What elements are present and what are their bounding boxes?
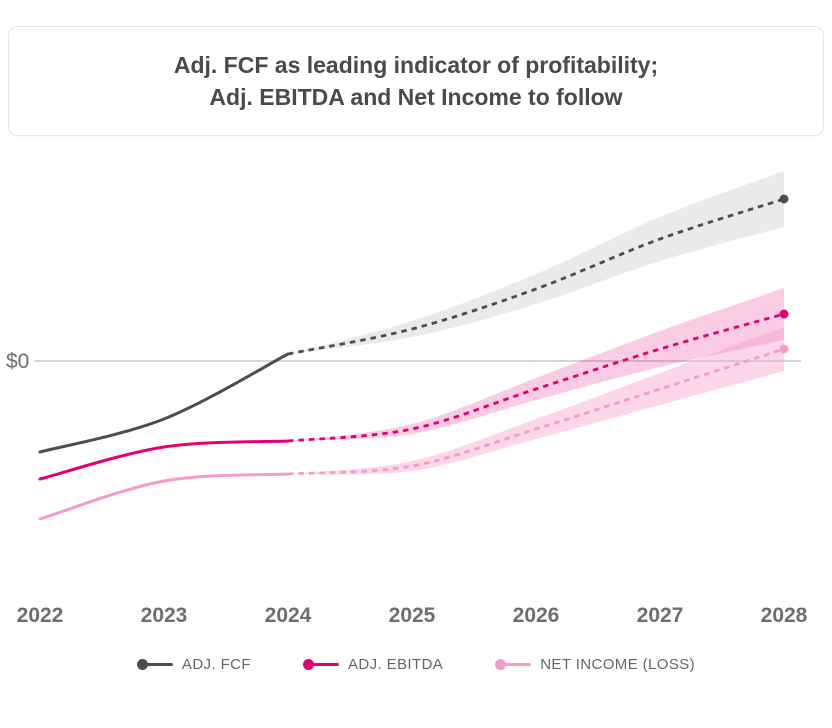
title-line-1: Adj. FCF as leading indicator of profita… (173, 52, 659, 78)
svg-text:2026: 2026 (513, 604, 560, 627)
legend-item-adj-ebitda: ADJ. EBITDA (302, 656, 444, 674)
svg-text:2023: 2023 (141, 604, 188, 627)
title-line-2: Adj. EBITDA and Net Income to follow (209, 84, 623, 111)
svg-text:$0: $0 (6, 350, 29, 373)
chart-legend: ADJ. FCF ADJ. EBITDA NET INCOME (LOSS) (0, 656, 832, 673)
legend-marker-net-income-icon (495, 659, 532, 671)
svg-text:2024: 2024 (265, 604, 312, 627)
legend-label-net-income: NET INCOME (LOSS) (540, 656, 696, 674)
legend-marker-adj-fcf-icon (136, 659, 173, 671)
legend-label-adj-ebitda: ADJ. EBITDA (347, 656, 444, 674)
chart-area: $0 2022 2023 2024 2025 2026 2027 2028 (0, 146, 832, 646)
legend-label-adj-fcf: ADJ. FCF (181, 656, 251, 674)
chart-svg: $0 2022 2023 2024 2025 2026 2027 2028 (6, 171, 808, 627)
svg-text:2028: 2028 (761, 604, 808, 627)
svg-text:2025: 2025 (389, 604, 436, 627)
title-card: Adj. FCF as leading indicator of profita… (8, 26, 824, 137)
legend-item-adj-fcf: ADJ. FCF (136, 656, 251, 674)
legend-item-net-income: NET INCOME (LOSS) (495, 656, 695, 673)
legend-marker-adj-ebitda-icon (302, 659, 339, 671)
svg-text:2027: 2027 (637, 604, 684, 627)
svg-text:2022: 2022 (17, 604, 64, 627)
